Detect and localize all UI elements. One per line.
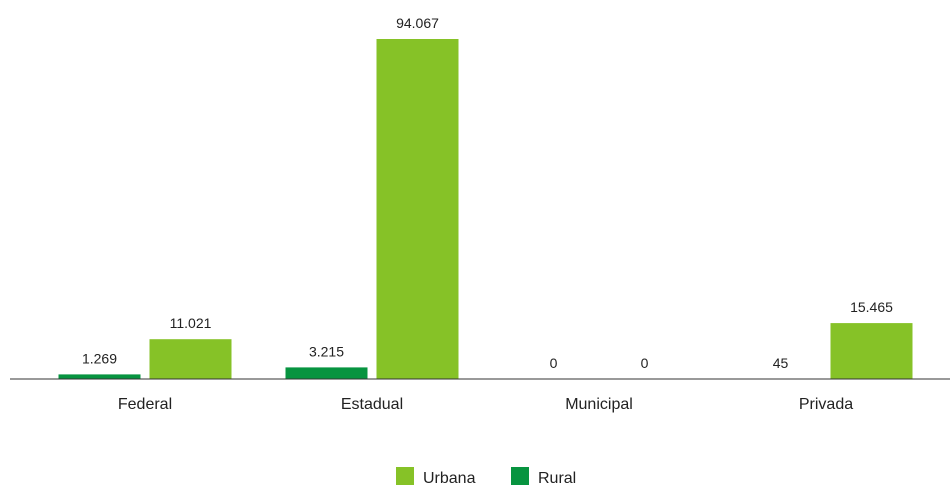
data-label-urbana-privada: 15.465: [850, 299, 893, 315]
data-label-urbana-estadual: 94.067: [396, 15, 439, 31]
bars-layer: [58, 39, 913, 379]
data-label-urbana-municipal: 0: [641, 355, 649, 371]
x-tick-label-federal: Federal: [118, 396, 172, 413]
legend-swatch-urbana: [396, 467, 414, 485]
legend-label-rural: Rural: [538, 470, 576, 487]
x-tick-label-estadual: Estadual: [341, 396, 403, 413]
data-label-rural-estadual: 3.215: [309, 343, 344, 359]
data-label-urbana-federal: 11.021: [170, 315, 212, 331]
legend-swatch-rural: [511, 467, 529, 485]
legend-label-urbana: Urbana: [423, 470, 476, 487]
data-label-rural-municipal: 0: [550, 355, 558, 371]
legend: Urbana Rural: [396, 467, 576, 487]
bar-urbana-estadual: [376, 39, 459, 379]
x-tick-label-municipal: Municipal: [565, 396, 633, 413]
bar-urbana-federal: [149, 339, 232, 379]
legend-item-urbana: Urbana: [396, 467, 476, 487]
bar-urbana-privada: [830, 323, 913, 379]
data-labels-layer: 1.269 3.215 0 45 11.021 94.067 0 15.465: [82, 15, 893, 371]
x-tick-labels: Federal Estadual Municipal Privada: [118, 396, 853, 413]
legend-item-rural: Rural: [511, 467, 576, 487]
x-tick-label-privada: Privada: [799, 396, 853, 413]
data-label-rural-privada: 45: [773, 355, 789, 371]
bar-rural-estadual: [285, 367, 368, 379]
data-label-rural-federal: 1.269: [82, 350, 117, 366]
bar-rural-federal: [58, 374, 141, 379]
